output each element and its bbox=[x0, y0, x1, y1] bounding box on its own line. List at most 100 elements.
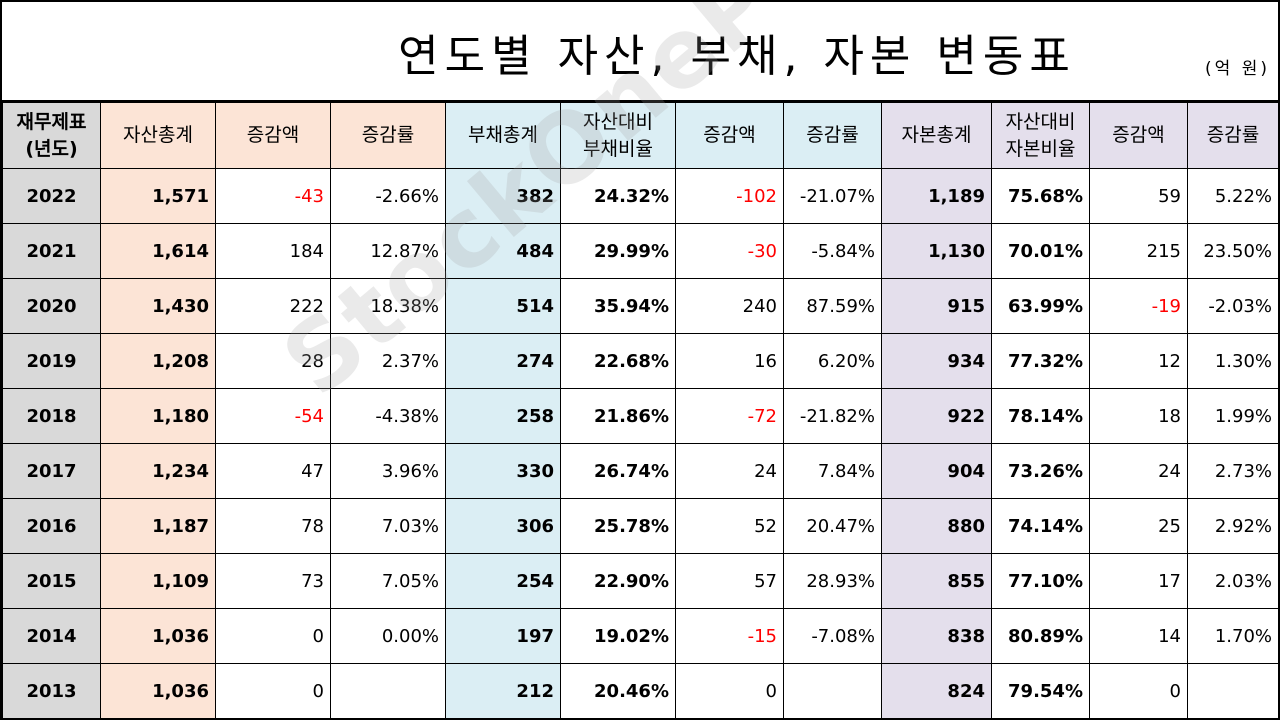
cell-eq-change: -19 bbox=[1089, 278, 1188, 334]
header-liab-change: 증감액 bbox=[675, 102, 784, 169]
cell-eq-rate: 1.70% bbox=[1187, 608, 1278, 664]
header-eq-rate: 증감률 bbox=[1187, 102, 1278, 169]
cell-liab-ratio: 35.94% bbox=[560, 278, 676, 334]
cell-liab-total: 514 bbox=[445, 278, 561, 334]
cell-year: 2013 bbox=[2, 663, 101, 718]
cell-eq-total: 934 bbox=[881, 333, 992, 389]
cell-asset-change: -54 bbox=[215, 388, 331, 444]
table-body: 2022 1,571 -43 -2.66% 382 24.32% -102 -21.07% 1,… bbox=[2, 168, 1278, 718]
cell-eq-rate: 1.30% bbox=[1187, 333, 1278, 389]
page-title: 연도별 자산, 부채, 자본 변동표 bbox=[398, 31, 1076, 82]
cell-liab-change: 16 bbox=[675, 333, 784, 389]
cell-asset-rate: -4.38% bbox=[330, 388, 446, 444]
cell-year: 2021 bbox=[2, 223, 101, 279]
cell-liab-change: -30 bbox=[675, 223, 784, 279]
title-bar: 연도별 자산, 부채, 자본 변동표 (억 원) bbox=[2, 2, 1278, 102]
cell-liab-change: 57 bbox=[675, 553, 784, 609]
header-liab-rate: 증감률 bbox=[783, 102, 882, 169]
cell-liab-total: 484 bbox=[445, 223, 561, 279]
cell-asset-rate: 3.96% bbox=[330, 443, 446, 499]
table-row: 2016 1,187 78 7.03% 306 25.78% 52 20.47% 880 74.1… bbox=[2, 498, 1278, 554]
table-row: 2013 1,036 0 212 20.46% 0 824 79.54% 0 bbox=[2, 663, 1278, 718]
header-year: 재무제표 (년도) bbox=[2, 102, 101, 169]
cell-asset-total: 1,180 bbox=[100, 388, 216, 444]
cell-liab-change: -15 bbox=[675, 608, 784, 664]
header-eq-ratio: 자산대비 자본비율 bbox=[991, 102, 1090, 169]
cell-eq-total: 922 bbox=[881, 388, 992, 444]
cell-eq-total: 855 bbox=[881, 553, 992, 609]
cell-eq-total: 904 bbox=[881, 443, 992, 499]
cell-liab-total: 306 bbox=[445, 498, 561, 554]
header-asset-total: 자산총계 bbox=[100, 102, 216, 169]
cell-eq-total: 915 bbox=[881, 278, 992, 334]
cell-asset-change: -43 bbox=[215, 168, 331, 224]
cell-liab-total: 197 bbox=[445, 608, 561, 664]
cell-asset-rate: 18.38% bbox=[330, 278, 446, 334]
cell-asset-rate: 12.87% bbox=[330, 223, 446, 279]
header-eq-change: 증감액 bbox=[1089, 102, 1188, 169]
cell-eq-change: 12 bbox=[1089, 333, 1188, 389]
cell-liab-total: 274 bbox=[445, 333, 561, 389]
cell-eq-rate: 5.22% bbox=[1187, 168, 1278, 224]
cell-eq-total: 880 bbox=[881, 498, 992, 554]
cell-liab-total: 254 bbox=[445, 553, 561, 609]
cell-liab-ratio: 22.68% bbox=[560, 333, 676, 389]
cell-eq-change: 0 bbox=[1089, 663, 1188, 718]
table-row: 2022 1,571 -43 -2.66% 382 24.32% -102 -21.07% 1,… bbox=[2, 168, 1278, 224]
cell-asset-total: 1,036 bbox=[100, 663, 216, 718]
cell-liab-rate: 28.93% bbox=[783, 553, 882, 609]
table-row: 2014 1,036 0 0.00% 197 19.02% -15 -7.08% 838 80.8… bbox=[2, 608, 1278, 664]
cell-year: 2018 bbox=[2, 388, 101, 444]
cell-liab-change: 240 bbox=[675, 278, 784, 334]
table-row: 2017 1,234 47 3.96% 330 26.74% 24 7.84% 904 73.26… bbox=[2, 443, 1278, 499]
cell-eq-rate: -2.03% bbox=[1187, 278, 1278, 334]
cell-year: 2015 bbox=[2, 553, 101, 609]
cell-asset-total: 1,430 bbox=[100, 278, 216, 334]
cell-asset-total: 1,109 bbox=[100, 553, 216, 609]
cell-eq-ratio: 73.26% bbox=[991, 443, 1090, 499]
cell-asset-change: 0 bbox=[215, 608, 331, 664]
header-liab-ratio: 자산대비 부채비율 bbox=[560, 102, 676, 169]
cell-asset-rate: 7.05% bbox=[330, 553, 446, 609]
cell-year: 2016 bbox=[2, 498, 101, 554]
cell-liab-change: 24 bbox=[675, 443, 784, 499]
cell-asset-total: 1,571 bbox=[100, 168, 216, 224]
cell-liab-change: 52 bbox=[675, 498, 784, 554]
cell-liab-rate: 20.47% bbox=[783, 498, 882, 554]
cell-eq-rate: 2.03% bbox=[1187, 553, 1278, 609]
cell-liab-ratio: 20.46% bbox=[560, 663, 676, 718]
cell-liab-ratio: 19.02% bbox=[560, 608, 676, 664]
cell-asset-change: 78 bbox=[215, 498, 331, 554]
cell-asset-rate bbox=[330, 663, 446, 718]
cell-asset-total: 1,187 bbox=[100, 498, 216, 554]
cell-asset-change: 222 bbox=[215, 278, 331, 334]
cell-asset-rate: -2.66% bbox=[330, 168, 446, 224]
cell-liab-rate: -7.08% bbox=[783, 608, 882, 664]
cell-liab-ratio: 22.90% bbox=[560, 553, 676, 609]
cell-liab-rate: 7.84% bbox=[783, 443, 882, 499]
cell-eq-total: 1,130 bbox=[881, 223, 992, 279]
cell-asset-change: 0 bbox=[215, 663, 331, 718]
cell-year: 2022 bbox=[2, 168, 101, 224]
cell-eq-ratio: 78.14% bbox=[991, 388, 1090, 444]
cell-eq-ratio: 74.14% bbox=[991, 498, 1090, 554]
cell-asset-change: 184 bbox=[215, 223, 331, 279]
cell-asset-change: 73 bbox=[215, 553, 331, 609]
table-row: 2020 1,430 222 18.38% 514 35.94% 240 87.59% 915 6… bbox=[2, 278, 1278, 334]
header-row: 재무제표 (년도) 자산총계 증감액 증감률 부채총계 자산대비 부채비율 증감액 … bbox=[2, 102, 1278, 169]
cell-eq-change: 14 bbox=[1089, 608, 1188, 664]
cell-liab-change: -102 bbox=[675, 168, 784, 224]
cell-liab-rate: 87.59% bbox=[783, 278, 882, 334]
cell-eq-rate: 1.99% bbox=[1187, 388, 1278, 444]
cell-eq-rate: 2.92% bbox=[1187, 498, 1278, 554]
cell-eq-change: 17 bbox=[1089, 553, 1188, 609]
cell-liab-total: 382 bbox=[445, 168, 561, 224]
header-asset-rate: 증감률 bbox=[330, 102, 446, 169]
cell-eq-change: 24 bbox=[1089, 443, 1188, 499]
unit-label: (억 원) bbox=[1205, 59, 1270, 79]
cell-eq-change: 25 bbox=[1089, 498, 1188, 554]
cell-year: 2014 bbox=[2, 608, 101, 664]
cell-asset-total: 1,208 bbox=[100, 333, 216, 389]
table-row: 2015 1,109 73 7.05% 254 22.90% 57 28.93% 855 77.1… bbox=[2, 553, 1278, 609]
cell-eq-total: 824 bbox=[881, 663, 992, 718]
